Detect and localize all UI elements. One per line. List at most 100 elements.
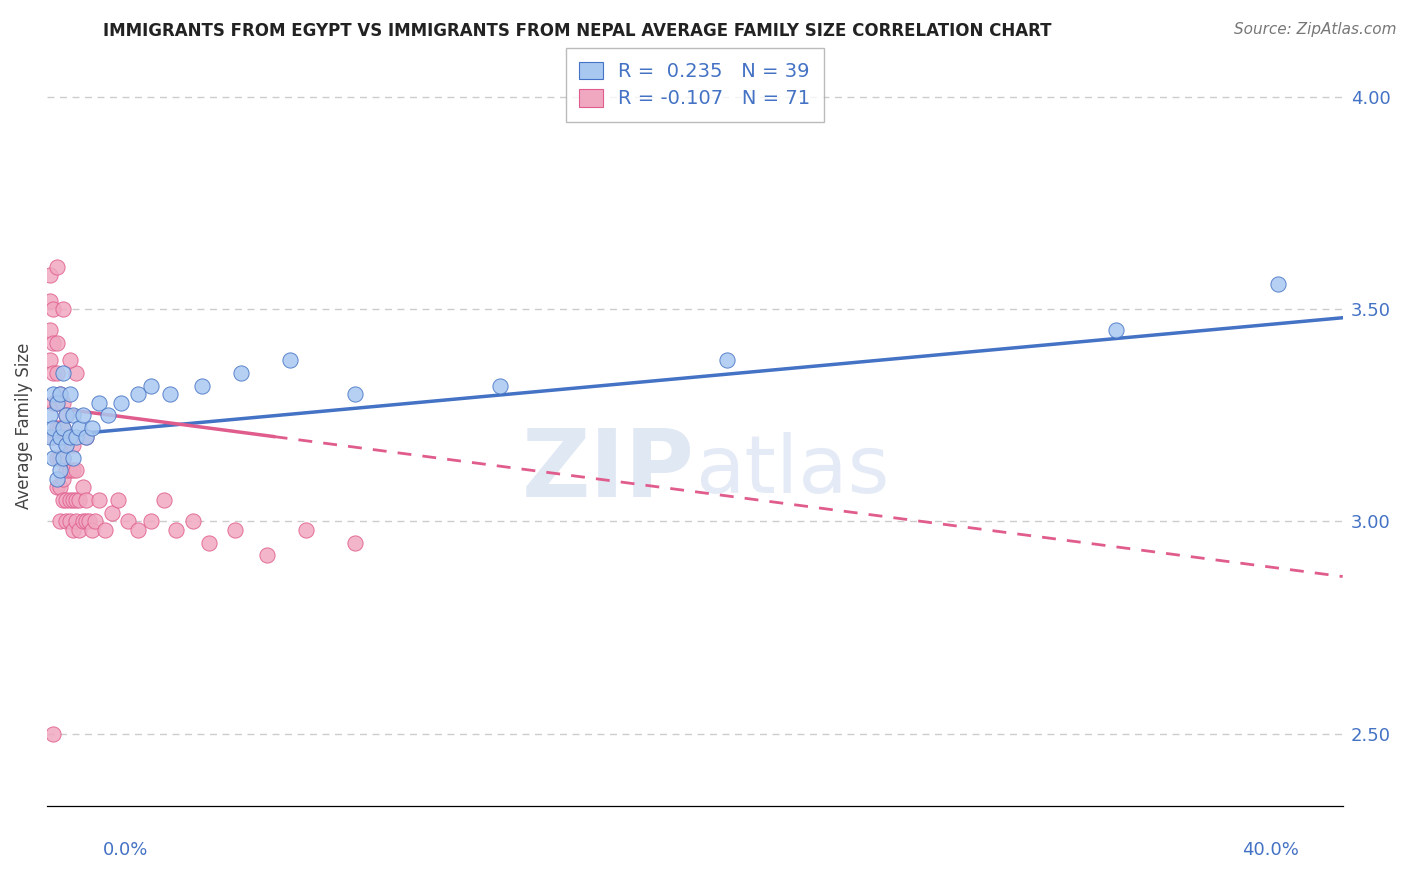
Point: [62, 409, 84, 423]
Point: [52, 421, 75, 435]
Point: [75, 493, 97, 508]
Point: [65, 429, 87, 443]
Legend: R =  0.235   N = 39, R = -0.107   N = 71: R = 0.235 N = 39, R = -0.107 N = 71: [565, 48, 824, 122]
Point: [159, 387, 181, 401]
Point: [52, 366, 75, 380]
Point: [39, 409, 62, 423]
Point: [45, 366, 67, 380]
Point: [45, 438, 67, 452]
Point: [256, 549, 278, 563]
Point: [75, 515, 97, 529]
Point: [39, 268, 62, 283]
Point: [45, 421, 67, 435]
Point: [67, 493, 90, 508]
Point: [127, 387, 149, 401]
Point: [58, 493, 80, 508]
Point: [67, 421, 90, 435]
Point: [72, 515, 94, 529]
Point: [49, 429, 72, 443]
Text: atlas: atlas: [695, 433, 889, 510]
Point: [181, 515, 204, 529]
Point: [49, 421, 72, 435]
Point: [42, 395, 65, 409]
Point: [295, 523, 318, 537]
Point: [1105, 323, 1128, 337]
Point: [278, 353, 301, 368]
Point: [52, 421, 75, 435]
Point: [139, 378, 162, 392]
Point: [72, 409, 94, 423]
Point: [100, 506, 122, 520]
Text: IMMIGRANTS FROM EGYPT VS IMMIGRANTS FROM NEPAL AVERAGE FAMILY SIZE CORRELATION C: IMMIGRANTS FROM EGYPT VS IMMIGRANTS FROM…: [103, 22, 1052, 40]
Point: [42, 336, 65, 351]
Point: [49, 480, 72, 494]
Point: [52, 450, 75, 465]
Point: [191, 378, 214, 392]
Point: [231, 366, 253, 380]
Point: [65, 493, 87, 508]
Point: [62, 493, 84, 508]
Point: [39, 293, 62, 308]
Point: [87, 493, 110, 508]
Point: [49, 387, 72, 401]
Point: [75, 429, 97, 443]
Point: [45, 336, 67, 351]
Point: [52, 472, 75, 486]
Point: [84, 515, 107, 529]
Point: [224, 523, 246, 537]
Point: [49, 515, 72, 529]
Point: [55, 493, 77, 508]
Point: [65, 366, 87, 380]
Point: [55, 515, 77, 529]
Point: [75, 429, 97, 443]
Point: [45, 395, 67, 409]
Point: [58, 515, 80, 529]
Text: Source: ZipAtlas.com: Source: ZipAtlas.com: [1233, 22, 1396, 37]
Point: [55, 463, 77, 477]
Point: [55, 409, 77, 423]
Point: [110, 395, 132, 409]
Point: [97, 409, 120, 423]
Point: [65, 463, 87, 477]
Point: [52, 395, 75, 409]
Point: [42, 726, 65, 740]
Point: [62, 450, 84, 465]
Point: [58, 463, 80, 477]
Point: [39, 353, 62, 368]
Point: [58, 387, 80, 401]
Point: [49, 450, 72, 465]
Point: [82, 523, 104, 537]
Point: [107, 493, 129, 508]
Point: [39, 429, 62, 443]
Point: [42, 387, 65, 401]
Point: [55, 438, 77, 452]
Point: [45, 395, 67, 409]
Point: [42, 421, 65, 435]
Point: [77, 515, 100, 529]
Point: [198, 535, 221, 549]
Point: [52, 302, 75, 317]
Point: [58, 429, 80, 443]
Point: [45, 450, 67, 465]
Text: 0.0%: 0.0%: [103, 841, 148, 859]
Point: [45, 260, 67, 274]
Point: [39, 323, 62, 337]
Point: [42, 302, 65, 317]
Point: [55, 438, 77, 452]
Point: [94, 523, 117, 537]
Point: [45, 480, 67, 494]
Point: [166, 523, 188, 537]
Point: [52, 450, 75, 465]
Point: [62, 463, 84, 477]
Point: [49, 463, 72, 477]
Point: [139, 515, 162, 529]
Point: [67, 523, 90, 537]
Point: [52, 493, 75, 508]
Point: [117, 515, 139, 529]
Point: [82, 421, 104, 435]
Y-axis label: Average Family Size: Average Family Size: [15, 343, 32, 509]
Point: [55, 409, 77, 423]
Point: [58, 429, 80, 443]
Point: [62, 523, 84, 537]
Point: [65, 515, 87, 529]
